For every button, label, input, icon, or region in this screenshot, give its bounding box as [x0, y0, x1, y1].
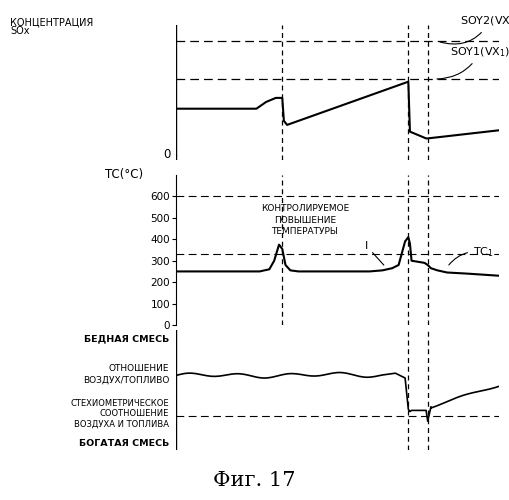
Text: БЕДНАЯ СМЕСЬ: БЕДНАЯ СМЕСЬ: [84, 334, 169, 343]
Text: ОТНОШЕНИЕ
ВОЗДУХ/ТОПЛИВО: ОТНОШЕНИЕ ВОЗДУХ/ТОПЛИВО: [83, 364, 169, 384]
Text: SOY1(VX$_1$): SOY1(VX$_1$): [437, 45, 509, 79]
Text: SOY2(VX$_2$): SOY2(VX$_2$): [440, 14, 509, 44]
Text: КОНТРОЛИРУЕМОЕ
ПОВЫШЕНИЕ
ТЕМПЕРАТУРЫ: КОНТРОЛИРУЕМОЕ ПОВЫШЕНИЕ ТЕМПЕРАТУРЫ: [261, 204, 349, 236]
Text: SOx: SOx: [10, 26, 30, 36]
Text: КОНЦЕНТРАЦИЯ: КОНЦЕНТРАЦИЯ: [10, 18, 94, 28]
Text: I: I: [364, 240, 384, 265]
Y-axis label: TC(°C): TC(°C): [105, 168, 143, 180]
Text: БОГАТАЯ СМЕСЬ: БОГАТАЯ СМЕСЬ: [79, 440, 169, 448]
Text: Фиг. 17: Фиг. 17: [213, 470, 296, 490]
Text: TC$_1$: TC$_1$: [449, 245, 494, 265]
Text: СТЕХИОМЕТРИЧЕСКОЕ
СООТНОШЕНИЕ
ВОЗДУХА И ТОПЛИВА: СТЕХИОМЕТРИЧЕСКОЕ СООТНОШЕНИЕ ВОЗДУХА И …: [71, 399, 169, 429]
Text: 0: 0: [163, 148, 171, 161]
